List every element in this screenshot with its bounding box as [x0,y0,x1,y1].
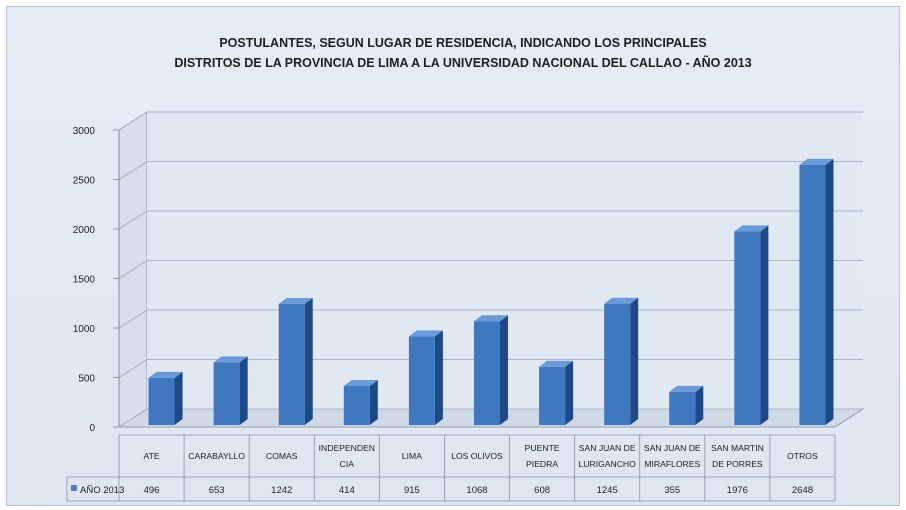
data-label: 2648 [792,485,813,496]
bar-top [734,225,769,232]
bar-side [630,297,639,425]
bar-top [604,297,639,304]
gridline [118,111,863,131]
data-label: 608 [534,485,550,496]
bar [213,356,248,425]
category-label: LIMA [402,451,422,461]
bar [604,297,639,425]
bar-side [695,385,704,425]
bar-side [304,298,313,425]
bar-top [473,315,509,322]
category-label: COMAS [266,451,298,461]
bar-front [799,164,826,425]
bar-side [174,371,183,425]
category-label: MIRAFLORES [644,459,700,469]
category-label: CARABAYLLO [188,451,245,461]
data-label: 1068 [466,485,487,496]
bar-chart: POSTULANTES, SEGUN LUGAR DE RESIDENCIA, … [66,36,865,502]
data-label: 496 [144,485,160,496]
bar-top [148,371,183,378]
bar-front [278,304,305,425]
bar-side [369,380,378,425]
bar [669,385,704,425]
bar-top [408,330,443,337]
chart-frame: POSTULANTES, SEGUN LUGAR DE RESIDENCIA, … [6,6,900,506]
category-label: INDEPENDEN [319,443,375,453]
category-label: LURIGANCHO [579,459,637,469]
y-axis: 0 500 1000 1500 2000 2500 3000 [73,126,120,434]
bar-side [500,315,509,425]
y-tick-label: 1000 [73,324,96,335]
bar-front [734,231,761,425]
category-label: PUENTE [525,443,560,453]
bar-side [239,356,248,425]
data-table: ATE 496 CARABAYLLO 653 COMAS 1242 INDEPENDEN CI… [66,434,836,502]
bar-side [434,330,443,425]
y-tick-label: 1500 [73,275,96,286]
y-tick-label: 2500 [73,176,96,187]
bar-front [669,391,696,425]
chart-title-line-2: DISTRITOS DE LA PROVINCIA DE LIMA A LA U… [174,55,751,70]
bar-front [343,386,370,425]
category-label: LOS OLIVOS [451,451,503,461]
y-tick-label: 2000 [73,225,96,236]
bar-top [278,298,313,305]
bar [343,380,378,425]
bar-top [343,380,378,387]
gridline [118,160,863,180]
bar-top [799,158,834,165]
bar-side [565,360,574,425]
data-label: 653 [209,485,225,496]
y-tick-label: 0 [89,423,95,434]
bar-side [825,158,834,425]
bar-front [604,303,631,425]
category-label: PIEDRA [526,459,558,469]
data-label: 355 [664,485,680,496]
bar-top [539,360,574,367]
category-label: OTROS [787,451,818,461]
bar [734,225,769,425]
bar [799,158,834,425]
data-label: 915 [404,485,420,496]
bar [408,330,443,425]
bar-front [473,321,501,425]
gridline [118,210,863,230]
category-label: SAN MARTIN [711,443,764,453]
data-label: 1242 [271,485,292,496]
y-tick-label: 500 [78,374,95,385]
category-label: CIA [340,459,355,469]
bar [148,371,183,425]
bar-front [213,362,240,425]
category-label: ATE [144,451,160,461]
chart-title-line-1: POSTULANTES, SEGUN LUGAR DE RESIDENCIA, … [219,36,706,50]
data-label: 1976 [727,485,748,496]
data-label: 1245 [597,485,618,496]
gridline [118,259,863,279]
legend-marker [71,485,77,491]
category-label: SAN JUAN DE [644,443,701,453]
legend-series-name: AÑO 2013 [80,485,124,496]
bar-front [539,366,566,425]
bar-front [408,336,435,425]
bar [539,360,574,425]
bar-side [760,225,769,425]
bar-front [148,377,175,425]
y-tick-label: 3000 [73,126,96,137]
bars [148,158,834,425]
category-label: SAN JUAN DE [579,443,636,453]
bar [278,298,313,425]
bar-top [669,385,704,392]
category-label: DE PORRES [712,459,763,469]
bar [473,315,509,425]
data-label: 414 [339,485,355,496]
bar-top [213,356,248,363]
